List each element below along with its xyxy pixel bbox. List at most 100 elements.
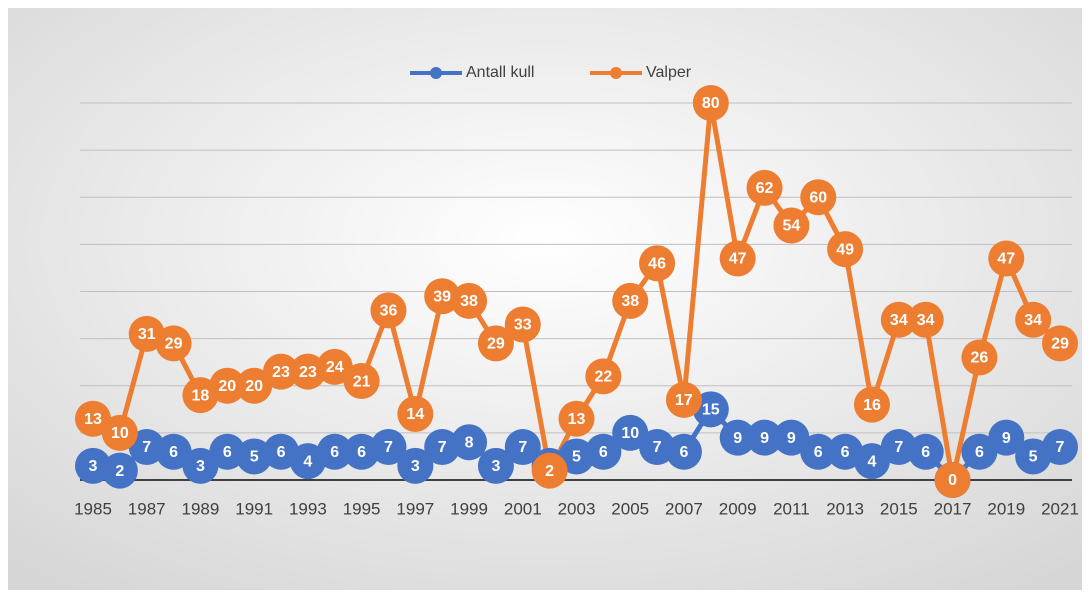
legend-label: Valper — [646, 64, 692, 81]
data-label: 6 — [599, 444, 608, 461]
data-point — [639, 429, 676, 466]
data-point — [719, 419, 756, 456]
x-tick-label: 2007 — [665, 499, 703, 518]
data-point — [477, 325, 514, 362]
data-point — [639, 245, 676, 282]
x-tick-label: 1989 — [182, 499, 220, 518]
x-tick-label: 1985 — [74, 499, 112, 518]
data-label: 0 — [948, 472, 957, 489]
data-label: 62 — [756, 180, 774, 197]
data-point — [397, 396, 434, 433]
data-point — [961, 339, 998, 376]
data-label: 9 — [1002, 430, 1011, 447]
data-label: 6 — [357, 444, 366, 461]
data-point — [612, 282, 649, 319]
x-tick-label: 1991 — [235, 499, 273, 518]
data-label: 6 — [223, 444, 232, 461]
data-point — [75, 400, 111, 437]
data-point — [612, 414, 649, 451]
data-label: 6 — [814, 444, 823, 461]
data-label: 6 — [169, 444, 178, 461]
data-label: 7 — [384, 439, 393, 456]
data-point — [692, 85, 729, 121]
data-point — [827, 231, 864, 268]
data-point — [451, 282, 488, 319]
data-point — [424, 278, 461, 315]
x-tick-label: 2015 — [880, 499, 918, 518]
data-label: 60 — [809, 189, 827, 206]
data-point — [585, 358, 622, 395]
data-label: 9 — [733, 430, 742, 447]
data-label: 16 — [863, 397, 881, 414]
data-label: 7 — [1056, 439, 1065, 456]
data-label: 54 — [782, 218, 800, 235]
data-point — [665, 381, 702, 418]
data-label: 34 — [1024, 312, 1042, 329]
data-point — [1042, 429, 1078, 466]
data-label: 36 — [380, 303, 398, 320]
data-label: 20 — [218, 378, 236, 395]
data-label: 49 — [836, 241, 854, 258]
legend-label: Antall kull — [466, 64, 534, 81]
data-point — [209, 367, 246, 404]
data-label: 6 — [921, 444, 930, 461]
data-label: 34 — [917, 312, 935, 329]
data-point — [236, 367, 273, 404]
x-tick-label: 2019 — [987, 499, 1025, 518]
data-point — [934, 462, 971, 498]
data-label: 7 — [142, 439, 151, 456]
data-label: 4 — [868, 453, 877, 470]
data-point — [880, 301, 917, 338]
data-point — [504, 429, 541, 466]
data-label: 7 — [894, 439, 903, 456]
data-point — [370, 292, 407, 329]
data-point — [558, 438, 595, 475]
data-label: 7 — [438, 439, 447, 456]
data-label: 3 — [196, 458, 205, 475]
data-label: 5 — [1029, 449, 1038, 466]
data-point — [1042, 325, 1078, 362]
data-point — [800, 433, 837, 470]
data-label: 7 — [653, 439, 662, 456]
x-tick-label: 2001 — [504, 499, 542, 518]
data-label: 18 — [192, 387, 210, 404]
data-label: 7 — [518, 439, 527, 456]
data-point — [907, 301, 944, 338]
data-label: 38 — [621, 293, 639, 310]
data-label: 17 — [675, 392, 693, 409]
data-point — [101, 414, 138, 451]
data-point — [585, 433, 622, 470]
data-point — [263, 353, 300, 390]
x-tick-label: 2017 — [934, 499, 972, 518]
data-label: 2 — [115, 463, 124, 480]
data-point — [75, 447, 111, 484]
data-point — [451, 424, 488, 461]
x-tick-label: 1995 — [343, 499, 381, 518]
data-label: 47 — [729, 251, 747, 268]
x-tick-label: 2011 — [773, 499, 810, 518]
data-label: 33 — [514, 317, 532, 334]
data-label: 39 — [433, 288, 451, 305]
data-point — [477, 447, 514, 484]
data-label: 24 — [326, 359, 344, 376]
data-point — [988, 240, 1025, 277]
data-label: 3 — [89, 458, 98, 475]
data-label: 6 — [975, 444, 984, 461]
x-tick-label: 2013 — [826, 499, 864, 518]
data-label: 15 — [702, 402, 720, 419]
legend-marker — [610, 67, 622, 79]
data-label: 10 — [111, 425, 129, 442]
data-point — [316, 433, 353, 470]
data-label: 38 — [460, 293, 478, 310]
x-tick-label: 1993 — [289, 499, 327, 518]
data-point — [1015, 301, 1052, 338]
data-point — [504, 306, 541, 343]
data-label: 26 — [971, 350, 989, 367]
data-point — [155, 433, 192, 470]
data-label: 29 — [487, 336, 505, 353]
x-tick-label: 2003 — [558, 499, 596, 518]
chart-background — [8, 8, 1082, 590]
data-label: 6 — [277, 444, 286, 461]
data-label: 6 — [679, 444, 688, 461]
